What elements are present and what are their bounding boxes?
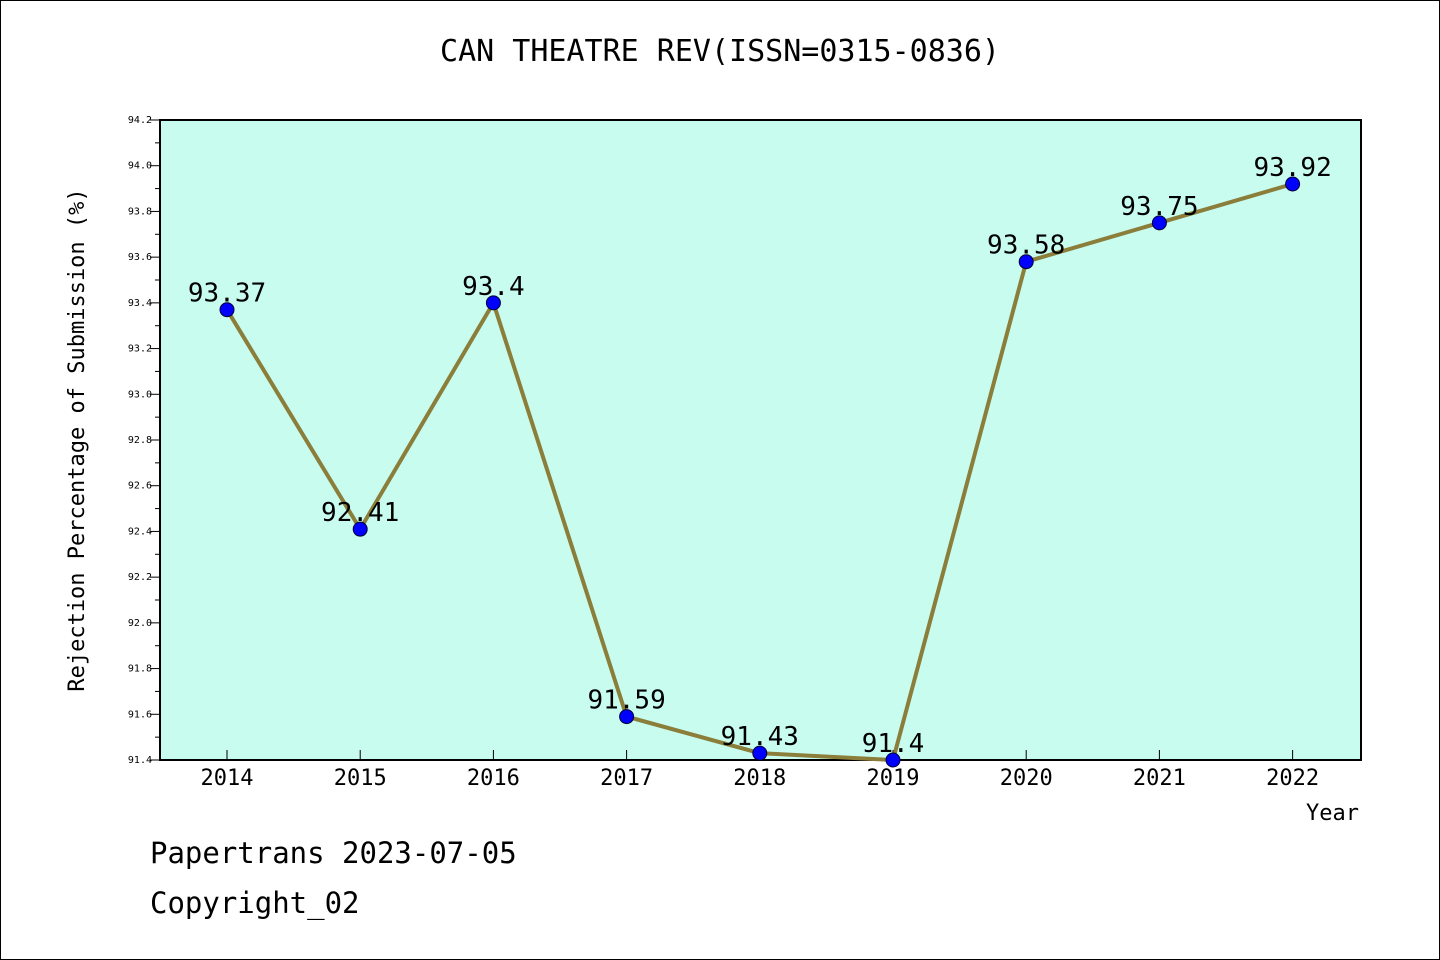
data-point (352, 521, 368, 537)
data-point (1018, 254, 1034, 270)
y-tick-label: 93.6 (128, 252, 152, 263)
y-tick-label: 92.0 (128, 618, 152, 629)
data-point (752, 745, 768, 761)
x-tick-label: 2016 (467, 766, 520, 791)
data-point (1285, 176, 1301, 192)
data-point (1151, 215, 1167, 231)
x-tick-label: 2021 (1133, 766, 1186, 791)
footer-date: Papertrans 2023-07-05 (150, 836, 517, 870)
y-tick-label: 91.4 (128, 755, 152, 766)
data-point (885, 752, 901, 768)
y-tick-label: 93.4 (128, 298, 152, 309)
x-axis-ticks: 2014 2015 2016 2017 2018 2019 2020 2021 2022 (201, 750, 1319, 791)
data-label: 91.43 (721, 722, 799, 752)
y-tick-label: 92.6 (128, 481, 152, 492)
x-tick-label: 2022 (1266, 766, 1319, 791)
x-tick-label: 2019 (867, 766, 920, 791)
data-point (619, 709, 635, 725)
y-tick-label: 94.0 (128, 161, 152, 172)
data-label: 92.41 (321, 498, 399, 528)
y-tick-label: 92.2 (128, 572, 152, 583)
y-tick-label: 93.8 (128, 206, 152, 217)
data-label: 93.4 (462, 272, 525, 302)
data-label: 93.37 (188, 279, 266, 309)
x-tick-label: 2014 (201, 766, 254, 791)
data-markers (219, 176, 1301, 768)
data-point (485, 295, 501, 311)
data-label: 93.58 (987, 231, 1065, 261)
x-tick-label: 2015 (334, 766, 387, 791)
data-label: 93.75 (1120, 192, 1198, 222)
data-label: 91.59 (587, 686, 665, 716)
y-tick-label: 93.0 (128, 389, 152, 400)
chart-title: CAN THEATRE REV(ISSN=0315-0836) (440, 34, 1000, 69)
y-tick-label: 92.8 (128, 435, 152, 446)
x-tick-label: 2017 (600, 766, 653, 791)
y-axis-label: Rejection Percentage of Submission (%) (65, 188, 90, 691)
footer-copyright: Copyright_02 (150, 886, 360, 920)
y-tick-label: 94.2 (128, 115, 152, 126)
y-tick-label: 92.4 (128, 526, 152, 537)
x-tick-label: 2020 (1000, 766, 1053, 791)
x-tick-label: 2018 (733, 766, 786, 791)
data-labels: 93.37 92.41 93.4 91.59 91.43 91.4 93.58 93.75 93… (188, 153, 1332, 759)
y-axis-ticks: 91.4 91.6 91.8 92.0 92.2 92.4 92.6 92.8 93.0 93.2… (128, 115, 160, 766)
data-label: 93.92 (1253, 153, 1331, 183)
y-tick-label: 93.2 (128, 344, 152, 355)
data-label: 91.4 (862, 729, 925, 759)
y-tick-label: 91.8 (128, 664, 152, 675)
data-point (219, 302, 235, 318)
y-tick-label: 91.6 (128, 709, 152, 720)
x-axis-label: Year (1306, 801, 1359, 826)
